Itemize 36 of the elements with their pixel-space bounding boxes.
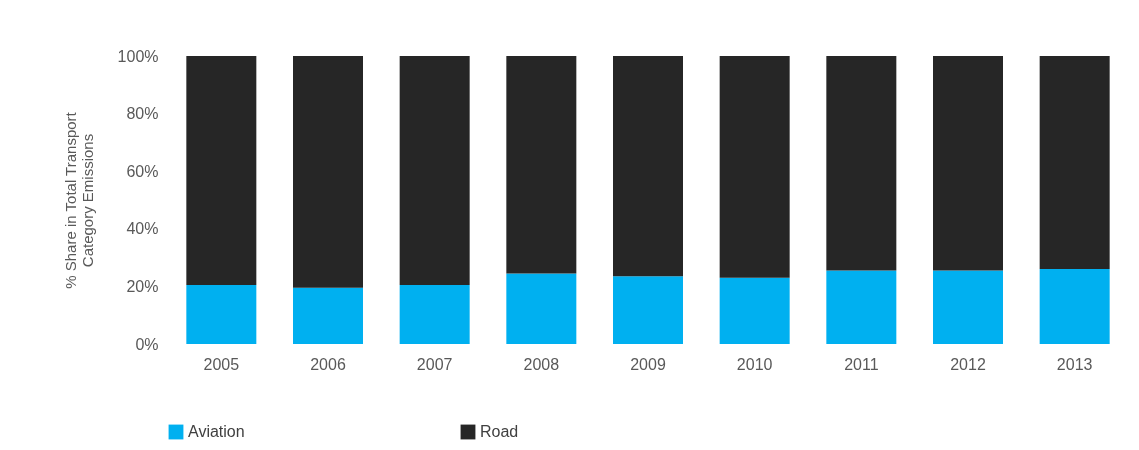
legend-label: Road	[480, 423, 519, 440]
bar	[186, 284, 257, 344]
bar	[933, 270, 1003, 344]
bar	[613, 276, 683, 344]
bar	[826, 270, 897, 344]
bar	[1039, 269, 1110, 344]
x-tick-label: 2005	[203, 355, 240, 373]
x-tick-label: 2007	[416, 355, 453, 373]
x-tick-label: 2013	[1056, 355, 1093, 373]
x-tick-label: 2008	[523, 355, 560, 373]
x-tick-label: 2009	[630, 355, 666, 373]
bar	[613, 56, 683, 277]
bar	[399, 56, 470, 285]
bar	[933, 56, 1003, 271]
bar	[506, 273, 577, 344]
bar	[826, 56, 897, 271]
y-tick-label: 80%	[126, 105, 159, 123]
bar	[1039, 56, 1110, 270]
y-tick-label: 60%	[126, 162, 159, 180]
bar	[293, 56, 363, 288]
x-tick-label: 2011	[844, 355, 879, 373]
bar	[399, 284, 470, 344]
bar	[186, 56, 257, 285]
bar	[293, 287, 363, 344]
y-tick-label: 0%	[135, 335, 159, 353]
bar	[719, 56, 790, 278]
bar	[719, 277, 790, 344]
x-tick-label: 2006	[310, 355, 346, 373]
y-tick-label: 40%	[126, 220, 159, 238]
bar	[506, 56, 577, 274]
legend-label: Aviation	[188, 423, 245, 440]
x-tick-label: 2010	[736, 355, 773, 373]
y-tick-label: 100%	[117, 47, 159, 65]
x-tick-label: 2012	[950, 355, 986, 373]
y-tick-label: 20%	[126, 277, 159, 295]
y-axis-title: % Share in Total Transport Category Emissions	[61, 111, 96, 289]
